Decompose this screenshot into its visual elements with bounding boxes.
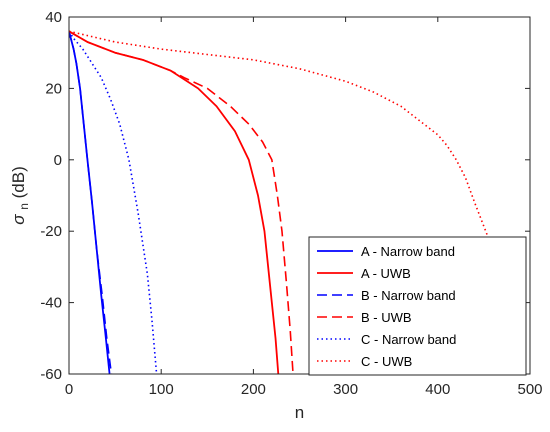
x-tick-label: 400 — [425, 381, 450, 398]
x-tick-label: 100 — [149, 381, 174, 398]
x-tick-label: 200 — [241, 381, 266, 398]
series-line-5 — [69, 30, 158, 374]
y-axis-title-unit: (dB) — [9, 166, 28, 198]
legend-label-3: B - Narrow band — [361, 288, 456, 303]
y-tick-label: -40 — [40, 295, 62, 312]
y-axis-title-symbol: σ — [9, 214, 28, 225]
y-tick-label: -60 — [40, 366, 62, 383]
plot-frame — [68, 16, 531, 375]
y-tick-label: 40 — [45, 9, 62, 26]
y-tick-label: -20 — [40, 223, 62, 240]
y-tick-label: 0 — [54, 152, 62, 169]
x-tick-label: 300 — [333, 381, 358, 398]
y-axis-title-subscript: n — [17, 203, 31, 210]
series-line-4 — [69, 30, 294, 374]
y-tick-label: 20 — [45, 80, 62, 97]
legend: A - Narrow band A - UWB B - Narrow band B -… — [308, 236, 527, 376]
legend-label-1: A - Narrow band — [361, 244, 455, 259]
legend-label-2: A - UWB — [361, 266, 411, 281]
legend-label-5: C - Narrow band — [361, 332, 456, 347]
y-axis-title: σ n (dB) — [9, 166, 32, 225]
legend-label-6: C - UWB — [361, 354, 412, 369]
x-tick-label: 500 — [517, 381, 542, 398]
legend-label-4: B - UWB — [361, 310, 412, 325]
x-axis-title: n — [295, 403, 304, 422]
x-tick-label: 0 — [65, 381, 73, 398]
series-line-3 — [69, 31, 113, 374]
legend-box — [308, 236, 527, 376]
